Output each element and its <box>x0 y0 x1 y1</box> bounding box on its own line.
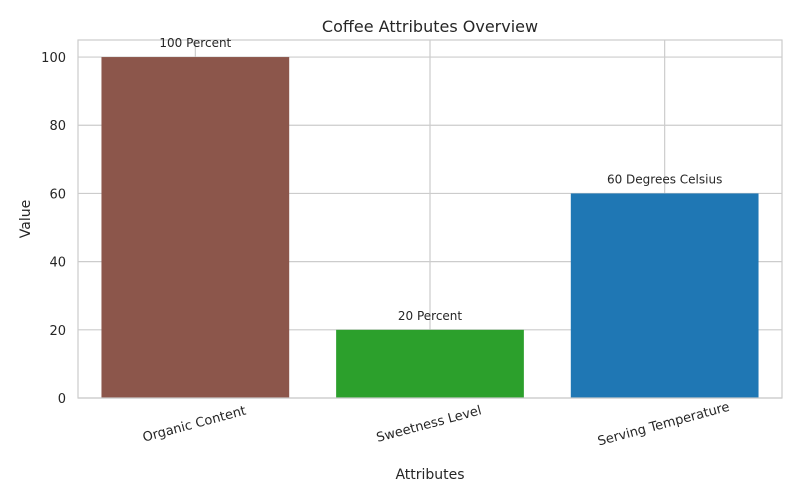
y-tick-label: 40 <box>49 256 66 271</box>
bar-data-label: 60 Degrees Celsius <box>607 172 722 186</box>
bar-sweetness-level <box>336 329 524 398</box>
y-tick-label: 0 <box>58 392 66 407</box>
chart-title: Coffee Attributes Overview <box>322 17 538 36</box>
y-axis-ticks: 0 20 40 60 80 100 <box>41 51 66 407</box>
bar-data-label: 100 Percent <box>159 36 231 50</box>
y-axis-label: Value <box>18 200 34 238</box>
x-axis-label: Attributes <box>395 467 464 483</box>
bar-serving-temperature <box>570 193 759 398</box>
y-tick-label: 60 <box>49 187 66 202</box>
data-labels: 100 Percent 20 Percent 60 Degrees Celsius <box>159 36 722 323</box>
bar-data-label: 20 Percent <box>398 309 463 323</box>
y-tick-label: 80 <box>49 119 66 134</box>
y-tick-label: 20 <box>49 324 66 339</box>
plot-frame <box>77 39 783 399</box>
bar-organic-content <box>101 57 290 399</box>
bars <box>101 57 759 399</box>
y-tick-label: 100 <box>41 51 66 66</box>
